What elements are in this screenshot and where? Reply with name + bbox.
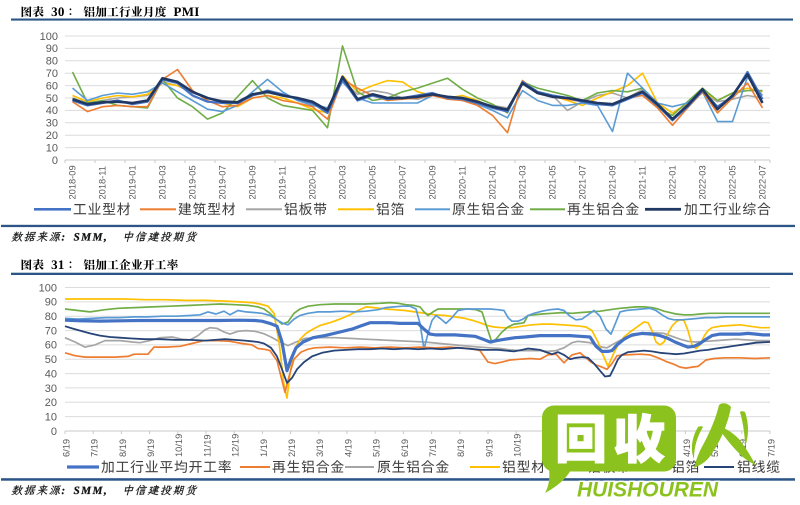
svg-text:2019-05: 2019-05: [188, 165, 198, 199]
svg-text:70: 70: [45, 325, 57, 337]
svg-text:6/19: 6/19: [61, 439, 71, 457]
svg-text:8/19: 8/19: [456, 439, 466, 457]
svg-text:7/19: 7/19: [428, 439, 438, 457]
svg-text:2020-03: 2020-03: [338, 165, 348, 199]
svg-text:40: 40: [46, 105, 58, 117]
svg-text:9/19: 9/19: [146, 439, 156, 457]
svg-text:2020-01: 2020-01: [308, 165, 318, 199]
svg-text:2018-09: 2018-09: [68, 165, 78, 199]
svg-text:2020-05: 2020-05: [368, 165, 378, 199]
svg-text:2021-01: 2021-01: [488, 165, 498, 199]
svg-text:2021-03: 2021-03: [518, 165, 528, 199]
svg-text:9/19: 9/19: [484, 439, 494, 457]
svg-text:0: 0: [51, 426, 57, 438]
svg-text:3/19: 3/19: [315, 439, 325, 457]
svg-text:2022-05: 2022-05: [728, 165, 738, 199]
svg-text:2/19: 2/19: [287, 439, 297, 457]
svg-text:2018-11: 2018-11: [98, 166, 108, 199]
svg-text:2019-11: 2019-11: [278, 166, 288, 199]
svg-text:7/19: 7/19: [766, 439, 776, 457]
svg-text:0: 0: [52, 155, 58, 167]
svg-text:1/19: 1/19: [259, 439, 269, 457]
svg-text:20: 20: [45, 397, 57, 409]
svg-text:10: 10: [46, 142, 58, 154]
svg-text:90: 90: [45, 297, 57, 309]
svg-text:70: 70: [46, 68, 58, 80]
svg-text:30: 30: [45, 383, 57, 395]
svg-text:2020-09: 2020-09: [428, 165, 438, 199]
svg-text:50: 50: [45, 354, 57, 366]
svg-text:20: 20: [46, 130, 58, 142]
svg-text:10/19: 10/19: [513, 434, 523, 457]
svg-text:12/19: 12/19: [231, 434, 241, 457]
svg-text:2021-07: 2021-07: [578, 165, 588, 199]
svg-text:4/19: 4/19: [343, 439, 353, 457]
svg-text:2019-07: 2019-07: [218, 165, 228, 199]
svg-text:100: 100: [39, 282, 57, 294]
svg-text:10: 10: [45, 411, 57, 423]
svg-text:5/19: 5/19: [372, 439, 382, 457]
svg-text:11/19: 11/19: [202, 434, 212, 457]
svg-text:30: 30: [46, 118, 58, 130]
svg-text:2022-01: 2022-01: [668, 165, 678, 199]
svg-text:90: 90: [46, 43, 58, 55]
svg-text:2019-03: 2019-03: [158, 165, 168, 199]
svg-text:2021-05: 2021-05: [548, 165, 558, 199]
svg-text:2020-07: 2020-07: [398, 165, 408, 199]
svg-text:2022-03: 2022-03: [698, 165, 708, 199]
svg-text:8/19: 8/19: [118, 439, 128, 457]
svg-text:80: 80: [45, 311, 57, 323]
svg-text:50: 50: [46, 93, 58, 105]
svg-text:60: 60: [45, 340, 57, 352]
svg-text:2019-01: 2019-01: [128, 165, 138, 199]
svg-text:2019-09: 2019-09: [248, 165, 258, 199]
svg-text:HUISHOUREN: HUISHOUREN: [577, 479, 719, 501]
svg-text:7/19: 7/19: [90, 439, 100, 457]
svg-text:2021-11: 2021-11: [638, 166, 648, 199]
svg-text:2020-11: 2020-11: [458, 166, 468, 199]
svg-text:6/19: 6/19: [400, 439, 410, 457]
svg-text:60: 60: [46, 80, 58, 92]
svg-text:2022-07: 2022-07: [758, 165, 768, 199]
svg-text:2021-09: 2021-09: [608, 165, 618, 199]
svg-text:10/19: 10/19: [174, 434, 184, 457]
svg-text:4/19: 4/19: [682, 439, 692, 457]
svg-text:40: 40: [45, 368, 57, 380]
svg-text:80: 80: [46, 56, 58, 68]
svg-text:100: 100: [40, 31, 58, 43]
